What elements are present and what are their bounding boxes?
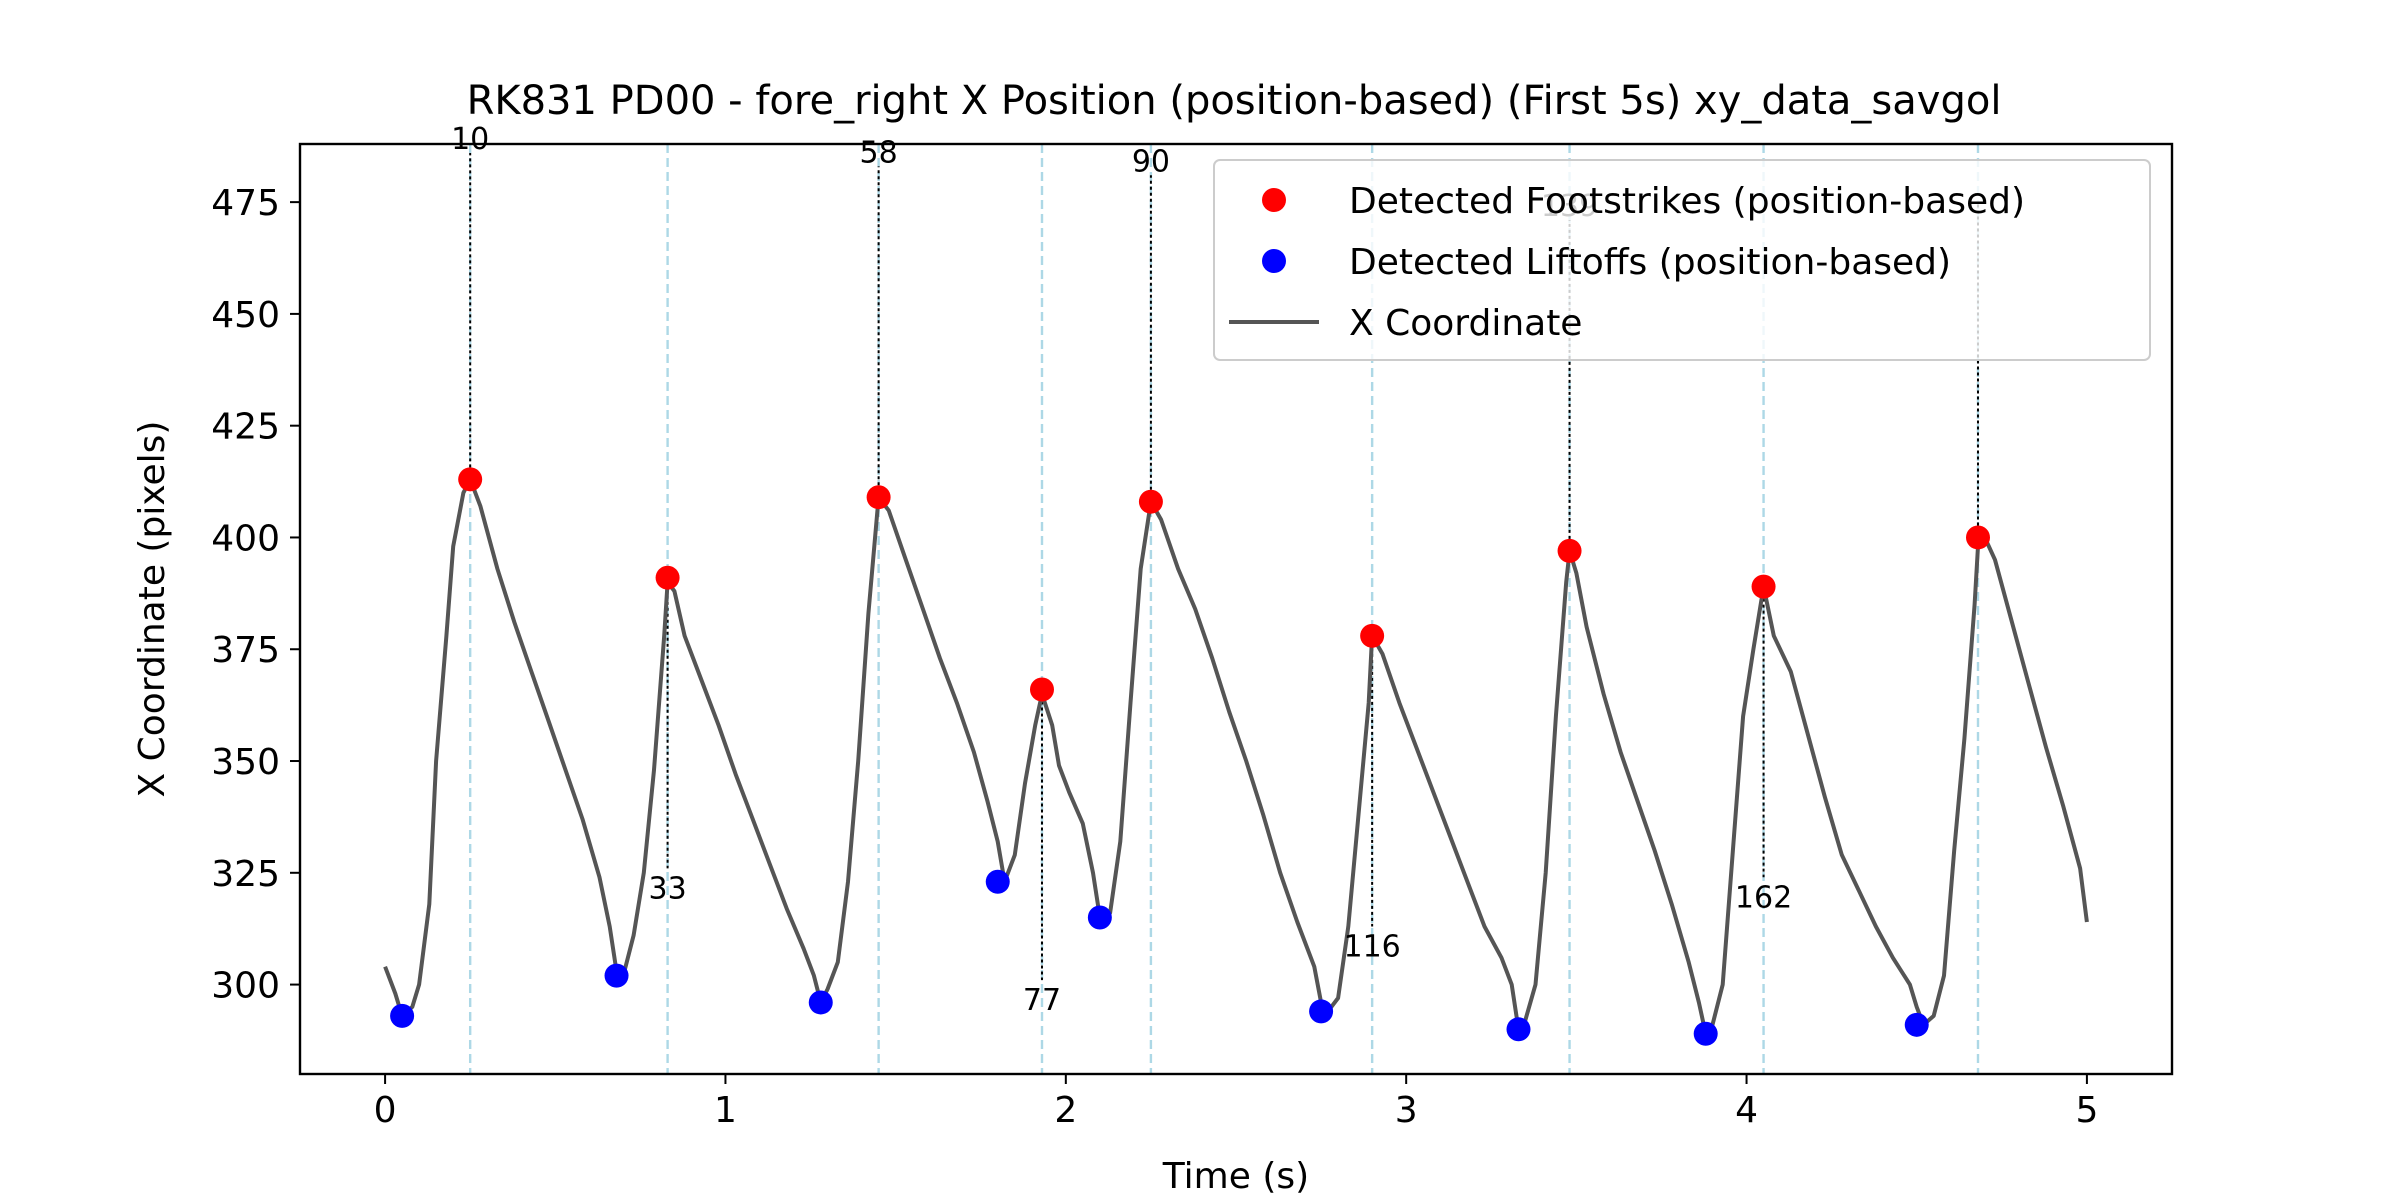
y-tick-label: 375 — [211, 630, 280, 671]
legend-marker — [1262, 249, 1286, 273]
x-ticks: 0 1 2 3 4 5 — [374, 1074, 2098, 1131]
liftoff-point — [1309, 999, 1334, 1024]
frame-label: 58 — [860, 135, 898, 170]
chart-title: RK831 PD00 - fore_right X Position (posi… — [467, 78, 2002, 124]
liftoff-point — [390, 1003, 415, 1028]
footstrike-stems — [469, 152, 1979, 981]
legend-label: X Coordinate — [1349, 303, 1582, 344]
y-tick-label: 325 — [211, 854, 280, 895]
footstrike-point — [458, 467, 483, 492]
x-tick-label: 3 — [1395, 1090, 1418, 1131]
liftoff-point — [1904, 1012, 1929, 1037]
liftoff-point — [1087, 905, 1112, 930]
legend-box — [1213, 159, 2151, 361]
footstrike-point — [866, 485, 891, 510]
footstrike-point — [1029, 677, 1054, 702]
liftoff-point — [604, 963, 629, 988]
frame-label: 77 — [1023, 983, 1061, 1018]
frame-label: 162 — [1735, 880, 1792, 915]
x-tick-label: 1 — [714, 1090, 737, 1131]
frame-label: 10 — [451, 122, 489, 157]
footstrike-point — [1965, 525, 1990, 550]
y-tick-label: 400 — [211, 518, 280, 559]
footstrike-point — [1557, 538, 1582, 563]
frame-label: 33 — [648, 871, 686, 906]
footstrike-point — [1751, 574, 1776, 599]
event-markers — [390, 467, 1990, 1046]
x-tick-label: 5 — [2075, 1090, 2098, 1131]
y-tick-label: 425 — [211, 407, 280, 448]
y-tick-label: 450 — [211, 295, 280, 336]
y-tick-label: 300 — [211, 966, 280, 1007]
frame-labels: 1033587790116139162 — [451, 122, 1792, 1018]
liftoff-point — [808, 990, 833, 1015]
footstrike-point — [1360, 623, 1385, 648]
x-coordinate-line — [383, 477, 2089, 1036]
plot-frame — [298, 142, 2174, 1076]
legend-marker — [1262, 188, 1286, 212]
legend-label: Detected Footstrikes (position-based) — [1349, 181, 2025, 222]
y-tick-label: 475 — [211, 183, 280, 224]
x-tick-label: 4 — [1735, 1090, 1758, 1131]
frame-label: 90 — [1132, 144, 1170, 179]
x-tick-label: 2 — [1054, 1090, 1077, 1131]
frame-label: 116 — [1344, 929, 1401, 964]
liftoff-point — [1693, 1021, 1718, 1046]
legend: Detected Footstrikes (position-based) Det… — [1213, 159, 2151, 361]
liftoff-point — [1506, 1017, 1531, 1042]
footstrike-point — [655, 565, 680, 590]
footstrike-point — [1138, 489, 1163, 514]
y-tick-label: 350 — [211, 742, 280, 783]
x-tick-label: 0 — [374, 1090, 397, 1131]
y-axis-label: X Coordinate (pixels) — [132, 421, 173, 798]
legend-label: Detected Liftoffs (position-based) — [1349, 242, 1951, 283]
liftoff-point — [985, 869, 1010, 894]
x-axis-label: Time (s) — [1162, 1156, 1309, 1197]
y-ticks: 300 325 350 375 400 425 450 475 — [211, 183, 300, 1007]
